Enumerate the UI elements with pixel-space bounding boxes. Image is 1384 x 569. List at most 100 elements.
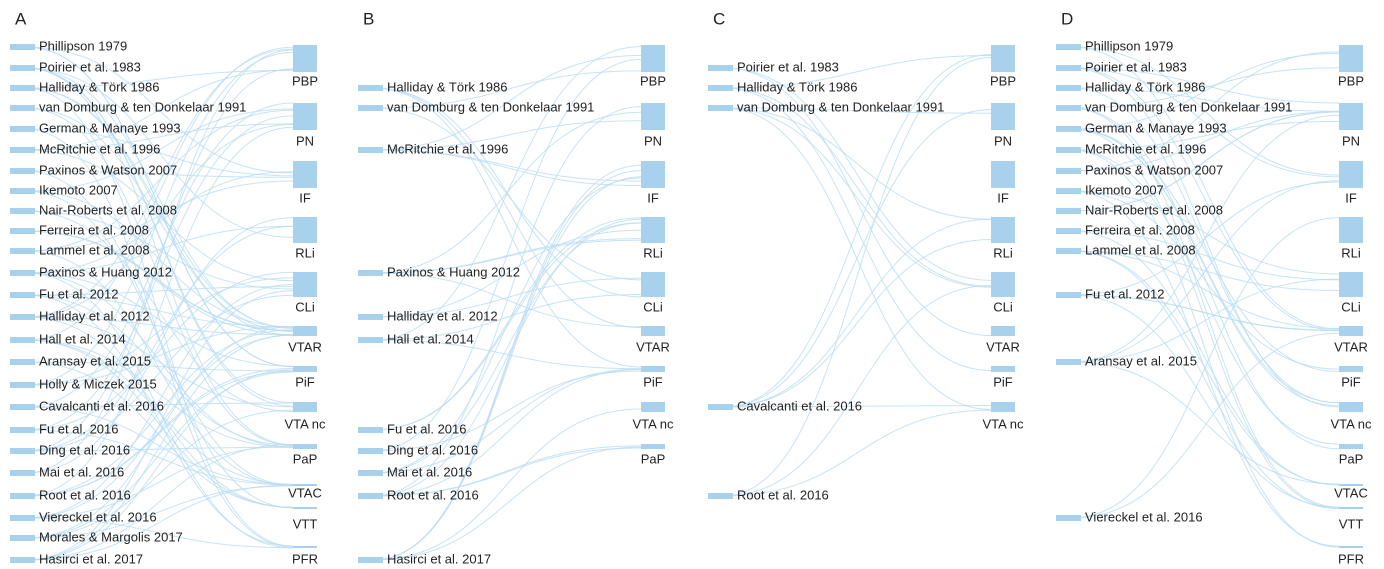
link	[1070, 67, 1340, 408]
link	[722, 107, 992, 114]
target-label: CLi	[993, 299, 1013, 314]
link	[722, 409, 992, 497]
source-label: Morales & Margolis 2017	[39, 529, 183, 544]
link	[24, 326, 294, 386]
source-bar	[358, 448, 383, 454]
source-bar	[358, 427, 383, 433]
source-bar	[10, 314, 35, 320]
source-bar	[708, 404, 733, 410]
link	[722, 67, 992, 337]
link	[24, 128, 294, 177]
link	[372, 277, 642, 318]
target-label: IF	[647, 190, 659, 205]
link	[24, 52, 294, 386]
link	[1070, 230, 1340, 486]
target-label: PaP	[641, 451, 666, 466]
target-bar	[293, 507, 317, 509]
source-label: Cavalcanti et al. 2016	[737, 398, 862, 413]
panel-letter: C	[713, 9, 725, 28]
target-label: VTT	[293, 516, 318, 531]
link	[1070, 149, 1340, 445]
source-label: Poirier et al. 1983	[737, 59, 839, 74]
source-bar	[708, 105, 733, 111]
target-bar	[991, 217, 1015, 243]
source-bar	[10, 188, 35, 194]
source-label: Root et al. 2016	[39, 487, 131, 502]
link	[1070, 67, 1340, 109]
link	[372, 164, 642, 561]
link	[1070, 250, 1340, 509]
link	[24, 283, 294, 519]
target-label: PFR	[292, 551, 318, 566]
link	[722, 67, 992, 281]
target-label: VTAR	[1334, 339, 1368, 354]
target-label: RLi	[295, 245, 315, 260]
link	[24, 272, 294, 367]
target-bar	[1339, 103, 1363, 130]
target-label: PBP	[292, 73, 318, 88]
target-bar	[641, 326, 665, 336]
source-label: Holly & Miczek 2015	[39, 376, 157, 391]
link	[24, 170, 294, 178]
link	[1070, 128, 1340, 372]
source-label: Mai et al. 2016	[387, 464, 472, 479]
link	[372, 176, 642, 561]
target-bar	[641, 272, 665, 297]
link	[372, 106, 642, 497]
target-label: VTA nc	[633, 416, 674, 431]
source-bar	[10, 427, 35, 433]
target-label: PBP	[640, 73, 666, 88]
source-bar	[1056, 188, 1081, 194]
source-label: McRitchie et al. 1996	[39, 141, 160, 156]
link	[1070, 51, 1340, 172]
source-bar	[10, 105, 35, 111]
target-bar	[293, 484, 317, 486]
source-label: Lammel et al. 2008	[1085, 242, 1196, 257]
source-bar	[1056, 105, 1081, 111]
source-label: Viereckel et al. 2016	[1085, 509, 1203, 524]
target-bar	[991, 326, 1015, 336]
target-bar	[293, 546, 317, 548]
link	[24, 361, 294, 372]
link	[24, 250, 294, 487]
links	[372, 46, 642, 561]
source-bar	[1056, 65, 1081, 71]
link	[24, 67, 294, 446]
source-label: Phillipson 1979	[39, 38, 127, 53]
source-label: German & Manaye 1993	[1085, 120, 1227, 135]
panel-letter: B	[363, 9, 374, 28]
source-label: van Domburg & ten Donkelaar 1991	[737, 99, 944, 114]
source-bar	[10, 557, 35, 563]
target-label: CLi	[643, 299, 663, 314]
target-bar	[293, 103, 317, 130]
link	[24, 123, 294, 318]
source-label: Fu et al. 2012	[1085, 286, 1165, 301]
source-bar	[1056, 147, 1081, 153]
link	[24, 49, 294, 474]
target-label: VTAC	[288, 485, 322, 500]
target-label: PiF	[295, 374, 315, 389]
link	[1070, 294, 1340, 331]
target-bar	[991, 103, 1015, 130]
link	[1070, 190, 1340, 275]
target-label: RLi	[1341, 245, 1361, 260]
link	[722, 56, 992, 497]
source-bar	[358, 105, 383, 111]
link	[1070, 114, 1340, 363]
source-label: Ding et al. 2016	[387, 442, 478, 457]
link	[24, 67, 294, 404]
link	[1070, 149, 1340, 548]
target-bar	[1339, 161, 1363, 188]
target-label: PaP	[293, 451, 318, 466]
link	[722, 55, 992, 89]
link	[1070, 107, 1340, 450]
target-label: VTAR	[288, 339, 322, 354]
source-bar	[1056, 292, 1081, 298]
target-bar	[991, 272, 1015, 297]
link	[24, 225, 294, 452]
link	[372, 87, 642, 329]
link	[722, 87, 992, 287]
source-label: Lammel et al. 2008	[39, 242, 150, 257]
link	[1070, 332, 1340, 519]
link	[1070, 120, 1340, 151]
